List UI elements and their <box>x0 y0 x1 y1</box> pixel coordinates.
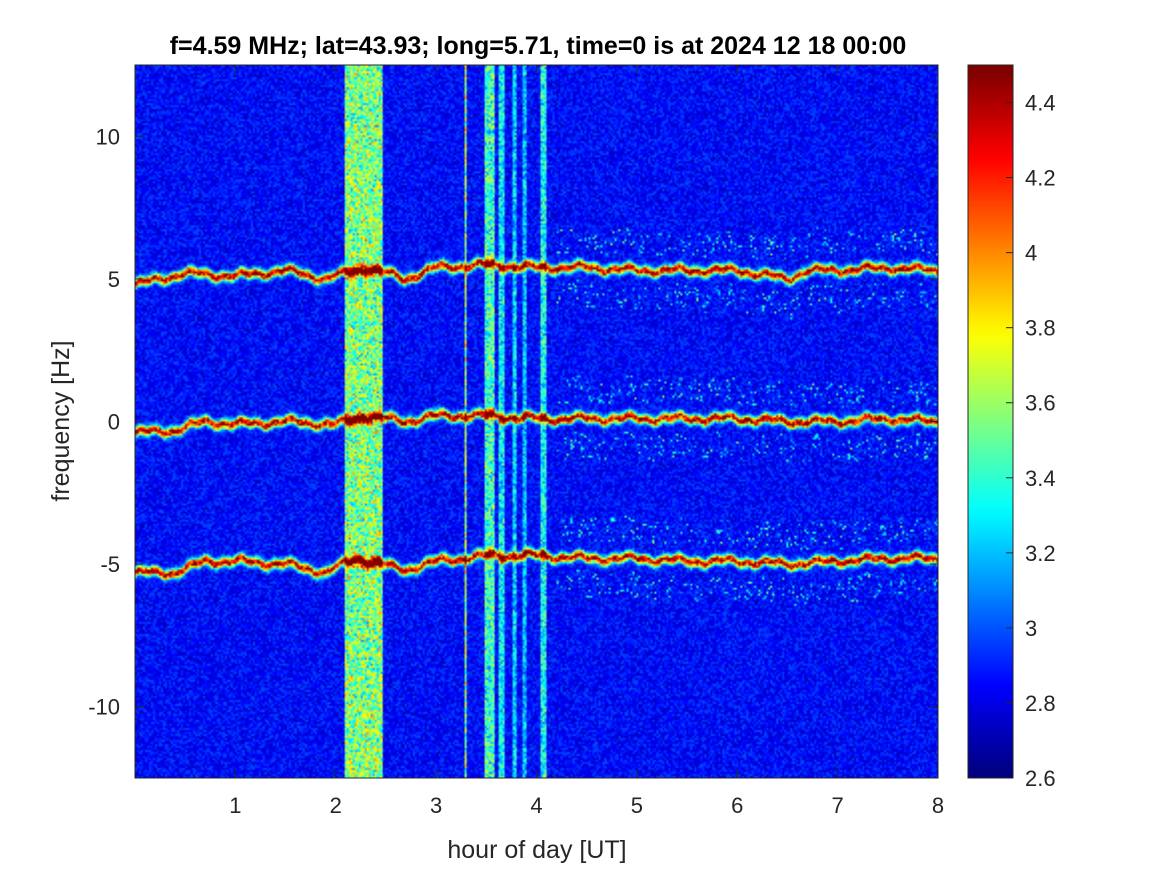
y-tick-label: 5 <box>108 267 120 292</box>
colorbar-tick-label: 2.8 <box>1025 691 1056 716</box>
colorbar-frame <box>967 64 1014 779</box>
x-tick-label: 5 <box>631 793 643 818</box>
x-tick-label: 1 <box>229 793 241 818</box>
x-tick-label: 8 <box>932 793 944 818</box>
x-tick-label: 3 <box>430 793 442 818</box>
colorbar-ticks: 2.6 2.8 3 3.2 3.4 3.6 3.8 4 4.2 4.4 <box>1006 91 1056 791</box>
spectrogram-heatmap <box>135 65 938 778</box>
colorbar-tick-label: 3.8 <box>1025 316 1056 341</box>
colorbar-tick-label: 4.4 <box>1025 91 1056 116</box>
y-axis-label: frequency [Hz] <box>47 340 75 501</box>
colorbar-gradient <box>968 65 1013 778</box>
x-tick-label: 6 <box>731 793 743 818</box>
x-tick-label: 4 <box>530 793 542 818</box>
colorbar-tick-label: 4 <box>1025 241 1037 266</box>
y-tick-label: 0 <box>108 410 120 435</box>
colorbar-tick-label: 2.6 <box>1025 766 1056 791</box>
x-axis-label: hour of day [UT] <box>447 836 626 864</box>
colorbar: 2.6 2.8 3 3.2 3.4 3.6 3.8 4 4.2 4.4 <box>967 64 1056 791</box>
colorbar-tick-label: 3 <box>1025 616 1037 641</box>
y-tick-label: -5 <box>100 552 120 577</box>
y-axis: -10 -5 0 5 10 <box>88 124 938 720</box>
chart-title: f=4.59 MHz; lat=43.93; long=5.71, time=0… <box>170 32 907 60</box>
plot-area <box>134 64 939 779</box>
colorbar-tick-label: 4.2 <box>1025 166 1056 191</box>
colorbar-tick-label: 3.2 <box>1025 541 1056 566</box>
colorbar-tick-label: 3.6 <box>1025 391 1056 416</box>
x-tick-label: 7 <box>832 793 844 818</box>
x-axis: 1 2 3 4 5 6 7 8 <box>229 65 944 818</box>
y-tick-label: 10 <box>96 124 120 149</box>
y-tick-label: -10 <box>88 695 120 720</box>
x-tick-label: 2 <box>330 793 342 818</box>
colorbar-tick-label: 3.4 <box>1025 466 1056 491</box>
